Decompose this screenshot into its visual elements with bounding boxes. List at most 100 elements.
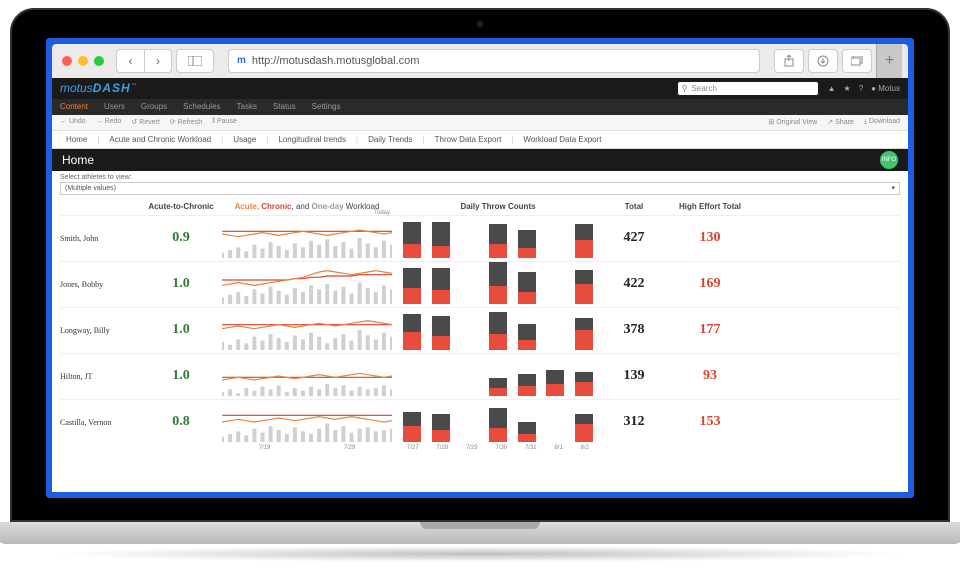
bars-x-axis: 7/277/287/297/307/318/18/2	[398, 445, 598, 451]
athlete-row: Castilla, Vernon0.8 312153	[60, 399, 900, 445]
workload-sparkline: Today	[222, 218, 392, 258]
x-axis-row: 7/197/29 7/277/287/297/307/318/18/2	[60, 445, 900, 451]
downloads-button[interactable]	[808, 49, 838, 73]
nav-item-settings[interactable]: Settings	[312, 102, 341, 111]
toolbar-action[interactable]: ⟳ Refresh	[170, 118, 202, 126]
tabs-button[interactable]	[842, 49, 872, 73]
share-button[interactable]	[774, 49, 804, 73]
sidebar-toggle-button[interactable]	[176, 49, 214, 73]
acute-chronic-ratio: 1.0	[146, 368, 216, 384]
screen-bezel: ‹ › m http://motusdash.motusglobal.com	[10, 8, 950, 522]
total-throws: 378	[604, 322, 664, 338]
toolbar: ← Undo → Redo ↺ Revert ⟳ Refresh ‖ Pause ⊞ O…	[52, 115, 908, 131]
app-search-input[interactable]: ⚲ Search	[678, 82, 818, 95]
total-throws: 139	[604, 368, 664, 384]
download-icon	[817, 55, 829, 67]
favorite-icon[interactable]: ★	[844, 84, 851, 93]
athlete-name: Smith, John	[60, 234, 140, 243]
laptop-base	[0, 522, 960, 544]
url-text: http://motusdash.motusglobal.com	[252, 55, 420, 67]
tabs-icon	[851, 56, 863, 66]
toolbar-action[interactable]: ↗ Share	[827, 118, 854, 126]
athlete-row: Jones, Bobby 1.0 422 169	[60, 261, 900, 307]
column-headers: Acute-to-Chronic Acute, Chronic, and One…	[60, 202, 900, 215]
filter-row: Select athletes to view: (Multiple value…	[52, 171, 908, 198]
col-effort: High Effort Total	[670, 202, 750, 211]
close-icon[interactable]	[62, 56, 72, 66]
search-icon: ⚲	[682, 84, 688, 93]
chevron-down-icon: ▾	[891, 184, 895, 192]
help-icon[interactable]: ?	[859, 84, 863, 93]
workload-sparkline	[222, 310, 392, 350]
back-button[interactable]: ‹	[116, 49, 144, 73]
high-effort-total: 177	[670, 322, 750, 338]
nav-item-users[interactable]: Users	[104, 102, 125, 111]
nav-item-groups[interactable]: Groups	[141, 102, 167, 111]
athlete-filter-select[interactable]: (Multiple values) ▾	[60, 182, 900, 195]
page-title-bar: Home INFO	[52, 149, 908, 171]
total-throws: 422	[604, 276, 664, 292]
athlete-name: Castilla, Vernon	[60, 418, 140, 427]
app-nav: Content Users Groups Schedules Tasks Status Se…	[52, 99, 908, 115]
high-effort-total: 130	[670, 230, 750, 246]
daily-throw-bars	[398, 310, 598, 350]
toolbar-action[interactable]: ‖ Pause	[212, 118, 237, 126]
app-window: motusDASH™ ⚲ Search ▲ ★ ? ● Motus	[52, 78, 908, 492]
acute-chronic-ratio: 0.8	[146, 414, 216, 430]
col-ratio: Acute-to-Chronic	[146, 202, 216, 211]
forward-button[interactable]: ›	[144, 49, 172, 73]
camera-dot	[477, 21, 483, 27]
toolbar-action[interactable]: ↺ Revert	[131, 118, 159, 126]
user-menu[interactable]: ● Motus	[871, 84, 900, 93]
spark-x-axis: 7/197/29	[222, 445, 392, 451]
url-bar[interactable]: m http://motusdash.motusglobal.com	[228, 49, 760, 73]
nav-buttons: ‹ ›	[116, 49, 172, 73]
nav-item-schedules[interactable]: Schedules	[183, 102, 220, 111]
nav-item-tasks[interactable]: Tasks	[237, 102, 257, 111]
breadcrumb-item[interactable]: Home	[60, 132, 93, 147]
laptop-mockup: ‹ › m http://motusdash.motusglobal.com	[10, 8, 950, 562]
toolbar-action[interactable]: ⊞ Original View	[768, 118, 817, 126]
high-effort-total: 93	[670, 368, 750, 384]
new-tab-button[interactable]: +	[876, 44, 902, 78]
alert-icon[interactable]: ▲	[828, 84, 836, 93]
high-effort-total: 169	[670, 276, 750, 292]
window-controls	[58, 56, 104, 66]
workload-sparkline	[222, 264, 392, 304]
share-icon	[784, 55, 794, 67]
athlete-name: Hilton, JT	[60, 372, 140, 381]
app-topbar: motusDASH™ ⚲ Search ▲ ★ ? ● Motus	[52, 78, 908, 99]
col-throws: Daily Throw Counts	[398, 202, 598, 211]
app-logo: motusDASH™	[60, 81, 137, 95]
toolbar-action[interactable]: → Redo	[96, 118, 122, 126]
panel-icon	[188, 56, 202, 66]
total-throws: 427	[604, 230, 664, 246]
breadcrumb-item[interactable]: Longitudinal trends	[272, 132, 352, 147]
breadcrumb-item[interactable]: Throw Data Export	[429, 132, 508, 147]
daily-throw-bars	[398, 218, 598, 258]
athlete-name: Jones, Bobby	[60, 280, 140, 289]
top-right-tools: ▲ ★ ? ● Motus	[828, 84, 900, 93]
info-badge[interactable]: INFO	[880, 151, 898, 169]
breadcrumb-item[interactable]: Usage	[227, 132, 262, 147]
nav-item-content[interactable]: Content	[60, 102, 88, 111]
breadcrumb-item[interactable]: Daily Trends	[362, 132, 418, 147]
daily-throw-bars	[398, 264, 598, 304]
browser-chrome: ‹ › m http://motusdash.motusglobal.com	[52, 44, 908, 78]
maximize-icon[interactable]	[94, 56, 104, 66]
acute-chronic-ratio: 0.9	[146, 230, 216, 246]
toolbar-action[interactable]: ⤓ Download	[864, 118, 900, 126]
nav-item-status[interactable]: Status	[273, 102, 296, 111]
acute-chronic-ratio: 1.0	[146, 276, 216, 292]
workload-sparkline	[222, 356, 392, 396]
browser-right-tools	[774, 49, 872, 73]
workload-sparkline	[222, 402, 392, 442]
minimize-icon[interactable]	[78, 56, 88, 66]
breadcrumb-item[interactable]: Workload Data Export	[517, 132, 607, 147]
breadcrumb-item[interactable]: Acute and Chronic Workload	[103, 132, 217, 147]
page-title: Home	[62, 153, 94, 167]
total-throws: 312	[604, 414, 664, 430]
toolbar-action[interactable]: ← Undo	[60, 118, 86, 126]
daily-throw-bars	[398, 402, 598, 442]
athlete-row: Smith, John 0.9 Today 427 130	[60, 215, 900, 261]
